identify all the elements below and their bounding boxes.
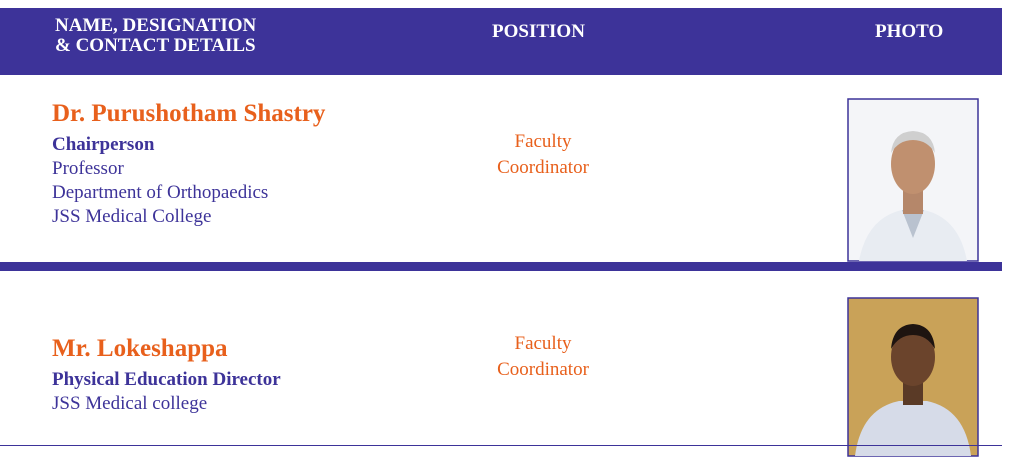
- person-name: Dr. Purushotham Shastry: [52, 100, 326, 127]
- header-cell: POSITION: [492, 21, 585, 42]
- designation: Chairperson: [52, 134, 155, 155]
- detail: Department of Orthopaedics: [52, 182, 269, 203]
- designation: Physical Education Director: [52, 369, 281, 390]
- position: Coordinator: [497, 359, 589, 380]
- header-cell: NAME, DESIGNATION: [55, 15, 257, 36]
- header-bar: [0, 8, 1002, 75]
- photo: [847, 98, 979, 262]
- position: Coordinator: [497, 157, 589, 178]
- detail: JSS Medical college: [52, 393, 208, 414]
- photo: [847, 297, 979, 457]
- detail: JSS Medical College: [52, 206, 212, 227]
- header-cell: PHOTO: [875, 21, 944, 42]
- row-separator: [0, 262, 1002, 271]
- header-cell: & CONTACT DETAILS: [55, 35, 256, 56]
- position: Faculty: [514, 333, 572, 354]
- person-name: Mr. Lokeshappa: [52, 335, 228, 362]
- row-separator: [0, 445, 1002, 446]
- detail: Professor: [52, 158, 124, 179]
- position: Faculty: [514, 131, 572, 152]
